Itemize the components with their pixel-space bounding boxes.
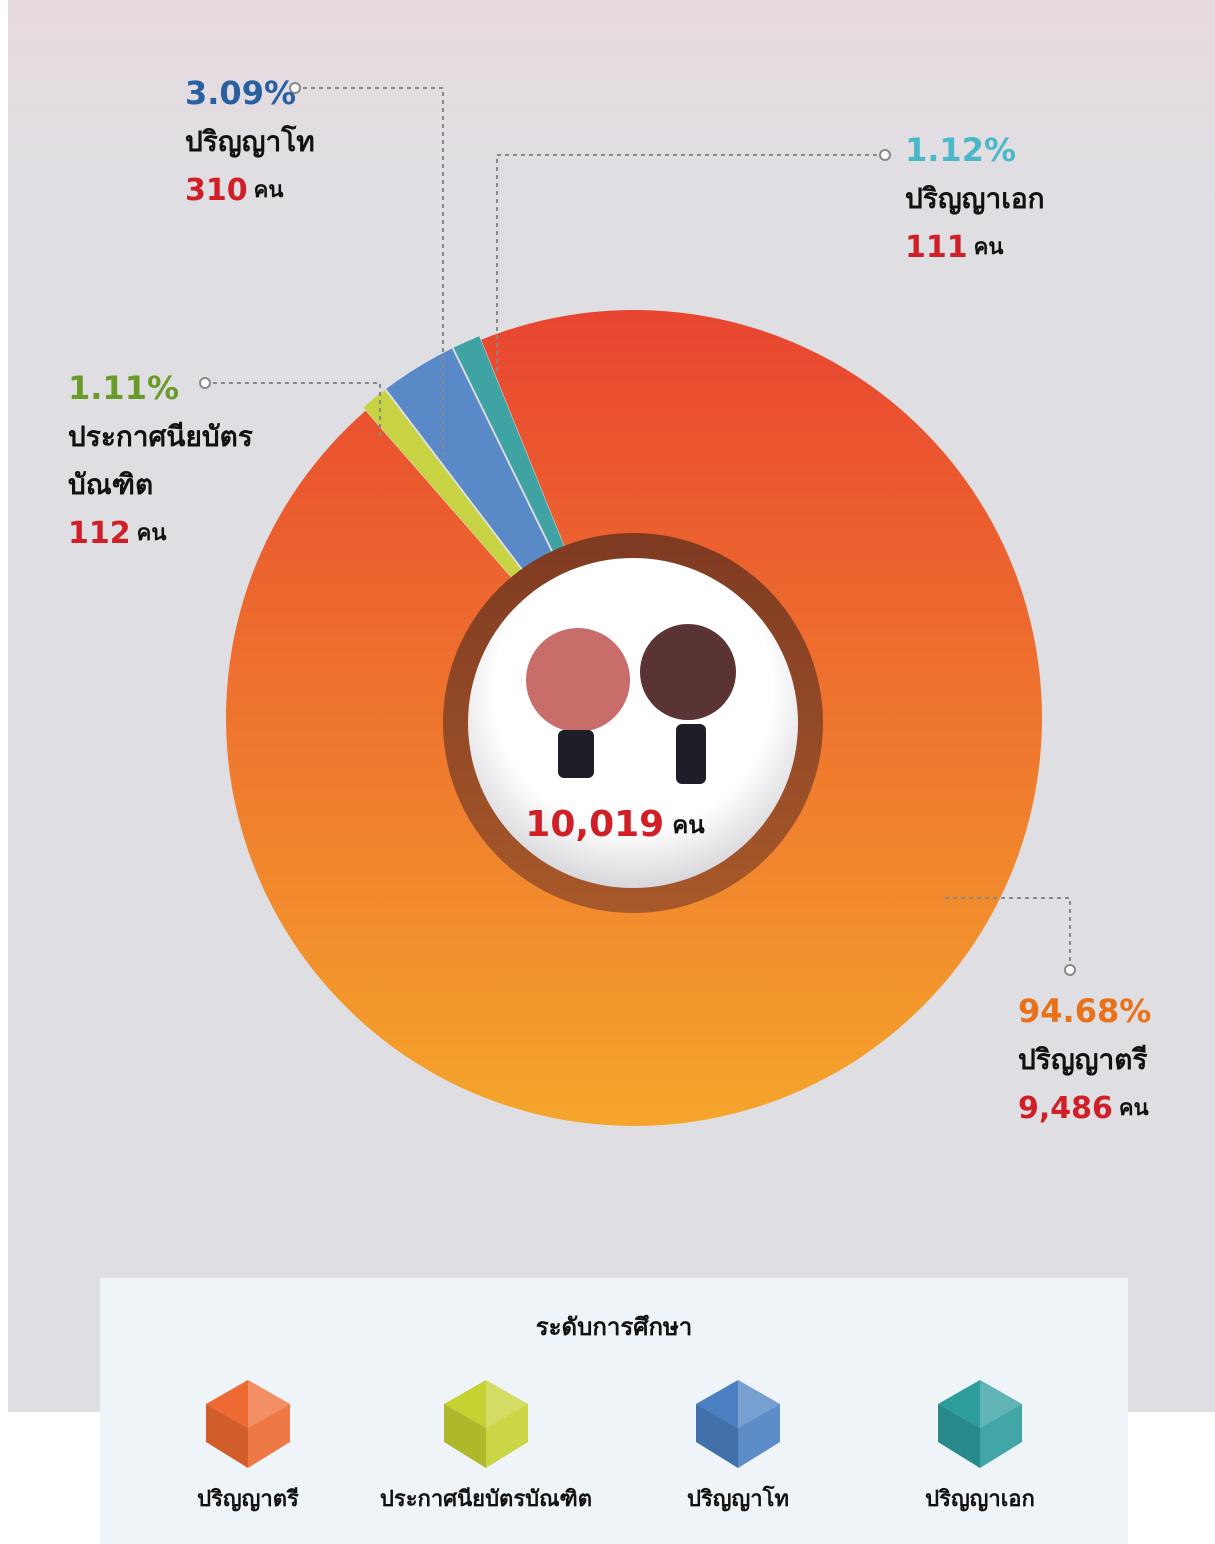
legend-swatch-right <box>980 1404 1022 1468</box>
legend-swatch-left-shade <box>938 1404 980 1468</box>
legend-swatch-right-shade <box>248 1404 290 1468</box>
callouts: 94.68%ปริญญาตรี9,486 คน1.11%ประกาศนียบัตร… <box>68 74 1151 1126</box>
callout-name: ปริญญาตรี <box>1018 1043 1147 1076</box>
count-label: 9,486 คน <box>1018 1091 1149 1126</box>
legend-swatch-right-shade <box>738 1404 780 1468</box>
leader-dot <box>1064 964 1076 976</box>
legend-swatch-left <box>206 1404 248 1468</box>
leader-line <box>945 897 1071 970</box>
unit: คน <box>1119 1096 1149 1121</box>
figure-body <box>558 730 594 778</box>
legend-label: ปริญญาเอก <box>925 1487 1035 1512</box>
percent-label: 1.11% <box>68 369 179 407</box>
leader-line <box>295 87 444 455</box>
unit: คน <box>672 811 705 839</box>
legend-swatch-left <box>938 1404 980 1468</box>
leader-line <box>496 154 885 375</box>
figure-body <box>676 724 706 784</box>
total-value: 10,019 <box>525 804 664 845</box>
legend-label: ปริญญาตรี <box>197 1487 299 1512</box>
leader-dot <box>879 149 891 161</box>
leader-dot <box>199 377 211 389</box>
unit: คน <box>974 235 1004 260</box>
leader-line <box>205 382 381 440</box>
unit: คน <box>137 521 167 546</box>
slice <box>226 310 1042 1127</box>
legend-swatch-left <box>696 1404 738 1468</box>
legend-swatch-right <box>738 1404 780 1468</box>
legend-swatch-right <box>486 1404 528 1468</box>
count-value: 112 <box>68 516 131 551</box>
percent-label: 94.68% <box>1018 992 1151 1030</box>
legend-label: ปริญญาโท <box>687 1485 789 1512</box>
legend-swatch-right <box>248 1404 290 1468</box>
slice <box>363 389 535 595</box>
donut <box>226 310 1042 1127</box>
unit: คน <box>254 178 284 203</box>
legend-title: ระดับการศึกษา <box>536 1313 693 1341</box>
count-label: 310 คน <box>185 173 283 208</box>
legend-swatch-shade <box>980 1380 1022 1428</box>
count-value: 111 <box>905 230 968 265</box>
legend-swatch-left-shade <box>696 1404 738 1468</box>
legend-swatch-shade <box>486 1380 528 1428</box>
callout-name: บัณฑิต <box>68 468 153 501</box>
legend-swatch-shade <box>248 1380 290 1428</box>
callout-name: ประกาศนียบัตร <box>68 420 253 453</box>
count-label: 111 คน <box>905 230 1003 265</box>
legend-swatch-left-shade <box>206 1404 248 1468</box>
figure-head <box>526 628 630 732</box>
total-label: 10,019 คน <box>525 804 705 845</box>
count-value: 310 <box>185 173 248 208</box>
legend-swatch-right-shade <box>980 1404 1022 1468</box>
figure-head <box>640 624 736 720</box>
slice <box>453 336 573 571</box>
count-label: 112 คน <box>68 516 166 551</box>
callout-name: ปริญญาโท <box>185 124 315 158</box>
legend-swatch-shade <box>738 1380 780 1428</box>
slice <box>386 348 561 587</box>
percent-label: 3.09% <box>185 74 296 112</box>
legend: ปริญญาตรี ประกาศนียบัตรบัณฑิต ปริญญาโท ปริญ… <box>197 1380 1035 1512</box>
legend-swatch-left-shade <box>444 1404 486 1468</box>
legend-label: ประกาศนียบัตรบัณฑิต <box>380 1487 592 1512</box>
legend-swatch-left <box>444 1404 486 1468</box>
leader-dot <box>289 82 301 94</box>
count-value: 9,486 <box>1018 1091 1113 1126</box>
percent-label: 1.12% <box>905 131 1016 169</box>
legend-swatch-right-shade <box>486 1404 528 1468</box>
callout-name: ปริญญาเอก <box>905 182 1045 215</box>
center: 10,019 คน <box>443 533 823 913</box>
